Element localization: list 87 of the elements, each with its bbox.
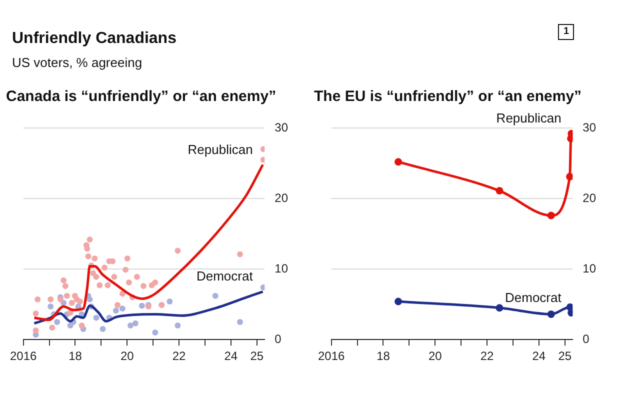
point (119, 306, 126, 312)
point (547, 212, 555, 220)
x-tick-label: 24 (532, 349, 546, 364)
x-tick-label: 22 (480, 349, 494, 364)
x-tick-label: 20 (428, 349, 442, 364)
line-series (32, 290, 264, 325)
point (114, 302, 121, 308)
x-tick-label: 18 (68, 349, 82, 364)
point (126, 279, 132, 286)
point (62, 282, 68, 289)
point (86, 236, 93, 242)
y-tick-label: 20 (582, 190, 596, 205)
point (212, 292, 218, 299)
point (84, 246, 90, 252)
point (93, 274, 100, 280)
point (64, 292, 70, 299)
point (237, 251, 244, 258)
line-series (32, 163, 264, 322)
point (32, 310, 39, 317)
point (48, 296, 54, 302)
point (166, 298, 173, 305)
y-tick-label: 30 (582, 120, 596, 134)
point (394, 298, 402, 306)
text: US voters, % agreeing (12, 55, 142, 70)
point (78, 322, 85, 328)
y-tick-label: 30 (274, 120, 288, 134)
chart-title: Canada is “unfriendly” or “an enemy” (6, 88, 276, 106)
point (49, 324, 56, 331)
x-tick-label: 25 (558, 349, 572, 364)
point (134, 274, 140, 280)
point (100, 326, 106, 332)
point (260, 156, 265, 163)
point (566, 172, 573, 180)
point (174, 248, 181, 254)
x-tick-label: 18 (376, 349, 390, 364)
y-tick-label: 0 (582, 332, 590, 346)
point (111, 274, 118, 280)
point (76, 298, 83, 305)
point (496, 304, 504, 312)
point (237, 318, 244, 325)
x-tick-label: 22 (172, 349, 186, 364)
text: 1 (558, 24, 574, 40)
chart-title: The EU is “unfriendly” or “an enemy” (314, 88, 582, 106)
point (86, 296, 93, 302)
point (260, 146, 265, 152)
point (96, 282, 103, 288)
point (174, 322, 181, 328)
point (152, 279, 158, 286)
point (394, 158, 402, 166)
point (124, 255, 130, 262)
y-tick-label: 0 (274, 332, 282, 346)
point (102, 264, 108, 271)
point (92, 255, 98, 262)
point (85, 253, 92, 260)
y-tick-label: 10 (582, 261, 596, 276)
point (566, 303, 573, 311)
x-tick-label: 2016 (318, 349, 346, 364)
point (496, 187, 504, 195)
point (93, 314, 100, 321)
series-label: Republican (496, 110, 562, 126)
point (547, 310, 555, 318)
series-label: Democrat (196, 268, 254, 284)
point (54, 318, 60, 325)
series-label: Democrat (504, 290, 562, 305)
x-tick-label: 25 (250, 349, 264, 364)
point (34, 296, 41, 302)
y-tick-label: 20 (274, 190, 288, 205)
point (32, 327, 39, 334)
point (68, 300, 75, 306)
series-label: Republican (188, 142, 253, 157)
point (152, 330, 158, 336)
point (104, 282, 111, 288)
y-tick-label: 10 (274, 261, 288, 276)
point (128, 322, 134, 328)
point (112, 308, 119, 314)
point (122, 266, 129, 273)
point (60, 277, 67, 284)
point (67, 310, 74, 316)
point (48, 303, 54, 310)
x-tick-label: 20 (120, 349, 134, 364)
point (140, 282, 146, 289)
text: Unfriendly Canadians (12, 30, 176, 48)
point (132, 320, 138, 326)
point (138, 302, 145, 309)
point (260, 284, 265, 290)
x-tick-label: 24 (224, 349, 238, 364)
x-tick-label: 2016 (10, 349, 38, 364)
